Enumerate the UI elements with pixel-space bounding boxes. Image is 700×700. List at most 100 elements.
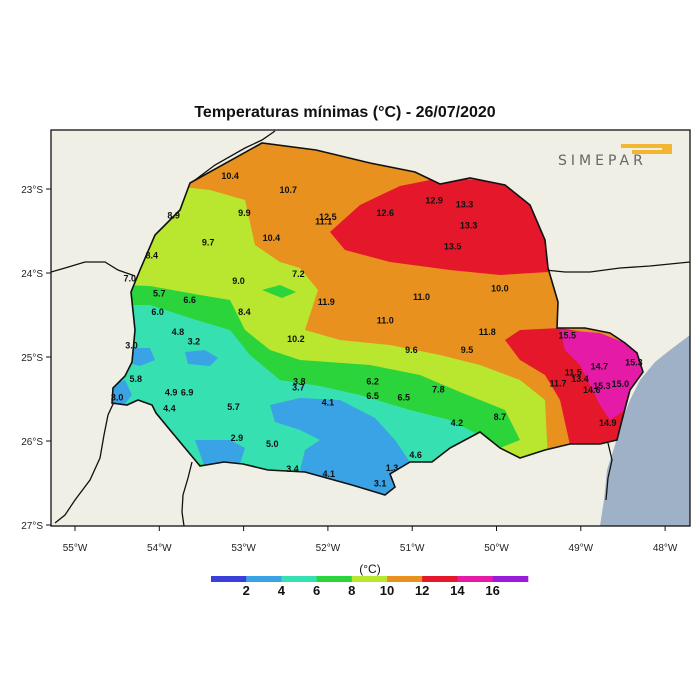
station-value: 8.9 xyxy=(167,210,180,220)
colorbar-unit: (°C) xyxy=(359,562,380,576)
station-value: 3.1 xyxy=(374,478,387,488)
station-value: 10.0 xyxy=(491,283,509,293)
colorbar-swatch xyxy=(211,576,247,582)
lat-label: 23°S xyxy=(21,185,43,196)
station-value: 9.6 xyxy=(405,345,418,355)
station-value: 7.0 xyxy=(124,273,137,283)
station-value: 6.5 xyxy=(398,393,411,403)
colorbar-swatch xyxy=(281,576,318,582)
station-value: 6.0 xyxy=(151,307,164,317)
colorbar-tick-label: 6 xyxy=(313,583,320,598)
zone-4-6 xyxy=(120,305,500,478)
station-value: 10.7 xyxy=(280,185,298,195)
station-value: 9.7 xyxy=(202,237,215,247)
station-value: 6.2 xyxy=(366,377,379,387)
colorbar-tick-label: 14 xyxy=(450,583,465,598)
station-value: 11.0 xyxy=(377,315,394,325)
station-value: 4.2 xyxy=(451,418,464,428)
station-value: 6.9 xyxy=(181,388,194,398)
colorbar-tick-label: 8 xyxy=(348,583,355,598)
station-value: 8.4 xyxy=(145,251,158,261)
station-value: 14.6 xyxy=(583,385,601,395)
colorbar-swatch xyxy=(316,576,353,582)
station-value: 7.2 xyxy=(292,269,305,279)
logo-text: SIMEPAR xyxy=(558,153,647,169)
colorbar-swatch xyxy=(351,576,388,582)
colorbar-tick-label: 10 xyxy=(380,583,394,598)
lon-label: 51°W xyxy=(400,543,425,554)
station-value: 3.7 xyxy=(292,383,305,393)
colorbar-tick-label: 4 xyxy=(278,583,286,598)
station-value: 13.5 xyxy=(444,241,462,251)
station-value: 11.1 xyxy=(315,216,332,226)
station-value: 4.6 xyxy=(409,450,422,460)
station-value: 3.4 xyxy=(286,464,299,474)
station-value: 15.5 xyxy=(559,331,577,341)
station-values: 10.4 10.7 12.511.1 12.6 12.9 13.3 13.3 13.5 8.9 9… xyxy=(111,171,643,488)
station-value: 9.0 xyxy=(232,276,245,286)
station-value: 3.2 xyxy=(188,336,201,346)
ocean-area xyxy=(600,335,690,526)
temperature-zones xyxy=(112,143,643,495)
neighbor-border-south xyxy=(181,461,193,526)
station-value: 4.8 xyxy=(172,327,185,337)
station-value: 8.4 xyxy=(238,307,251,317)
station-value: 14.9 xyxy=(599,418,617,428)
station-value: 10.2 xyxy=(287,334,305,344)
station-value: 11.7 xyxy=(550,378,567,388)
station-value: 12.9 xyxy=(425,195,443,205)
station-value: 14.7 xyxy=(591,362,609,372)
colorbar-swatch xyxy=(387,576,423,582)
station-value: 15.3 xyxy=(625,357,643,367)
station-value: 4.1 xyxy=(322,398,335,408)
station-value: 8.7 xyxy=(494,412,507,422)
station-value: 5.7 xyxy=(227,402,240,412)
station-value: 15.0 xyxy=(612,379,630,389)
station-value: 5.0 xyxy=(266,439,279,449)
colorbar-tick-label: 12 xyxy=(415,583,429,598)
colorbar: (°C) 2 4 6 8 10 12 14 16 xyxy=(211,562,529,598)
station-value: 1.3 xyxy=(386,463,399,473)
neighbor-border-southeast xyxy=(605,442,613,501)
neighbor-border-west xyxy=(51,261,136,277)
map-frame xyxy=(50,129,691,527)
zone-2-4-center xyxy=(185,350,218,366)
lon-label: 53°W xyxy=(231,543,256,554)
station-value: 5.7 xyxy=(153,289,166,299)
station-value: 15.3 xyxy=(593,381,611,391)
lon-label: 48°W xyxy=(653,543,678,554)
station-value: 4.1 xyxy=(322,469,335,479)
lat-label: 26°S xyxy=(21,437,43,448)
station-value: 10.4 xyxy=(221,171,239,181)
colorbar-swatch xyxy=(246,576,282,582)
station-value: 13.3 xyxy=(456,199,474,209)
station-value: 3.8 xyxy=(293,377,306,387)
neighbor-border-northeast xyxy=(544,261,690,273)
zone-2-4-south xyxy=(270,398,410,495)
lat-label: 27°S xyxy=(21,521,43,532)
station-value: 6.6 xyxy=(183,295,196,305)
neighbor-border-southwest xyxy=(54,401,115,524)
station-value: 3.0 xyxy=(111,393,124,403)
lat-label: 24°S xyxy=(21,269,43,280)
station-value: 10.4 xyxy=(263,233,281,243)
lon-label: 54°W xyxy=(147,543,172,554)
simepar-logo: SIMEPAR xyxy=(558,144,672,169)
station-value: 4.9 xyxy=(165,388,178,398)
map-axes: 55°W 54°W 53°W 52°W 51°W 50°W 49°W 48°W 23°S 24°S… xyxy=(21,185,678,554)
station-value: 12.5 xyxy=(319,212,337,222)
lon-label: 52°W xyxy=(316,543,341,554)
station-value: 11.8 xyxy=(479,327,496,337)
zone-12-14 xyxy=(330,178,548,275)
station-value: 5.8 xyxy=(129,374,142,384)
station-value: 13.3 xyxy=(460,220,478,230)
neighbor-border-north xyxy=(194,130,276,181)
lon-label: 49°W xyxy=(569,543,594,554)
colorbar-tick-label: 2 xyxy=(243,583,250,598)
station-value: 6.5 xyxy=(366,391,379,401)
zone-6-8-patch xyxy=(262,285,296,298)
station-value: 11.9 xyxy=(318,297,335,307)
station-value: 12.6 xyxy=(376,208,394,218)
lat-label: 25°S xyxy=(21,353,43,364)
